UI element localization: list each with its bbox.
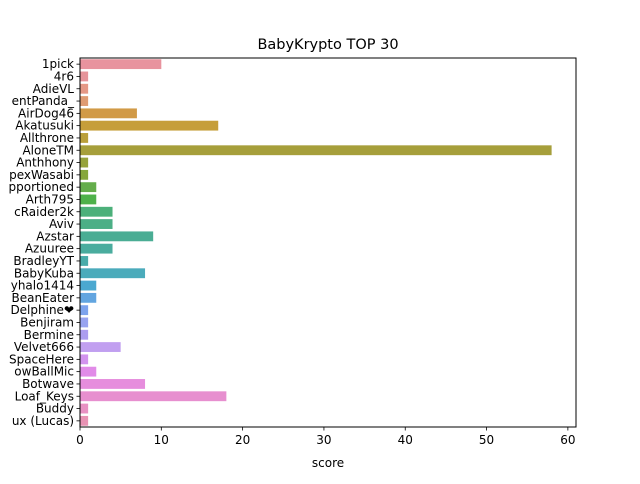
bar [80,83,89,94]
y-tick-label: Bermine [24,328,74,342]
bar [80,268,146,279]
y-tick-label: SpaceHere [9,352,74,366]
bar [80,342,121,352]
bar [80,194,97,205]
bar [80,71,89,82]
bar [80,329,89,340]
y-tick-label: AdieVL [33,82,75,96]
y-tick-label: Allthrone [20,131,74,145]
y-tick-label: entPanda_ [12,94,75,108]
y-tick-label: AloneTM [22,143,74,157]
bar [80,379,146,389]
x-tick-label: 10 [154,433,169,447]
bar [80,366,97,377]
y-tick-label: Delphine❤ [10,303,74,317]
y-tick-label: BabyKuba [14,266,74,280]
bar [80,59,162,70]
y-tick-label: Velvet666 [14,340,74,354]
y-tick-label: 4r6 [54,69,74,83]
y-tick-label: AirDog46 [18,106,74,120]
bar [80,133,89,143]
y-tick-label: BeanEater [11,291,74,305]
bar [80,305,89,316]
y-tick-label: Botwave [22,377,74,391]
bar [80,169,89,180]
y-tick-label: Loaf_Keys [15,389,74,403]
bar [80,256,89,266]
x-tick-label: 60 [560,433,575,447]
bar [80,403,89,414]
bar [80,120,219,131]
bar [80,354,89,365]
bar [80,96,89,106]
y-axis: 1pick4r6AdieVLentPanda_AirDog46Akatusuki… [9,57,80,428]
bar [80,157,89,168]
y-tick-label: Azuuree [25,242,74,256]
bar [80,182,97,193]
y-tick-label: pexWasabi [9,168,74,182]
y-tick-label: ux (Lucas) [12,414,74,428]
y-tick-label: Benjiram [20,315,74,329]
bar [80,415,89,426]
y-tick-label: Aviv [49,217,74,231]
y-tick-label: Anthhony [16,156,74,170]
y-tick-label: Buddy [36,402,74,416]
y-tick-label: Azstar [36,229,74,243]
x-tick-label: 50 [479,433,494,447]
x-tick-label: 0 [76,433,84,447]
bar [80,145,552,156]
bar [80,280,97,291]
bar [80,231,154,242]
x-tick-label: 40 [398,433,413,447]
plot-frame [79,57,577,428]
bar [80,206,113,217]
x-tick-label: 20 [235,433,250,447]
bar [80,243,113,254]
x-axis-label: score [312,456,344,470]
bar [80,292,97,303]
chart-title: BabyKrypto TOP 30 [257,37,398,53]
y-tick-label: 1pick [42,57,74,71]
x-tick-label: 30 [316,433,331,447]
bar [80,108,137,119]
bar [80,219,113,229]
bar [80,317,89,328]
y-tick-label: Akatusuki [15,119,74,133]
y-tick-label: BradleyYT [13,254,74,268]
y-tick-label: owBallMic [14,365,74,379]
y-tick-label: cRaider2k [14,205,74,219]
bar [80,391,227,402]
y-tick-label: yhalo1414 [11,279,74,293]
bars-layer [80,59,552,426]
y-tick-label: Arth795 [26,192,74,206]
x-axis: 0 10 20 30 40 50 60 [76,427,576,447]
y-tick-label: pportioned [9,180,75,194]
